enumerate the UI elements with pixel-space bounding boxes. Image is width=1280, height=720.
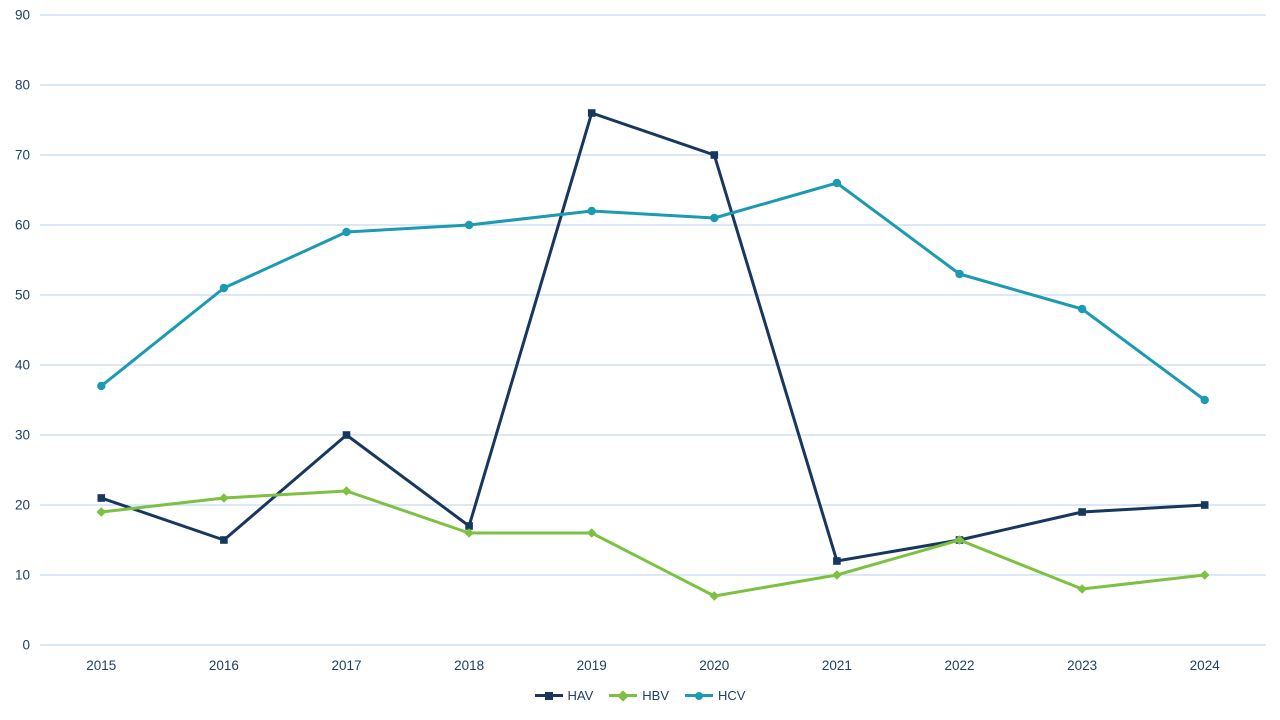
- hav-data-point[interactable]: [342, 431, 351, 439]
- hbv-data-point[interactable]: [219, 493, 229, 503]
- y-axis-tick-label: 20: [15, 498, 30, 513]
- hbv-data-point[interactable]: [341, 486, 352, 496]
- hav-square-marker-icon: [544, 691, 553, 700]
- hav-data-point[interactable]: [710, 151, 719, 159]
- legend-label-hbv: HBV: [642, 688, 670, 703]
- y-axis-tick-label: 60: [15, 218, 30, 233]
- y-axis-tick-label: 0: [22, 638, 30, 653]
- hav-data-point[interactable]: [220, 536, 228, 544]
- hbv-data-point[interactable]: [832, 570, 842, 580]
- hbv-line: [99, 489, 1207, 598]
- legend-item-hav[interactable]: HAV: [534, 688, 594, 703]
- hcv-data-point[interactable]: [219, 283, 229, 293]
- hbv-data-point[interactable]: [464, 528, 474, 538]
- hcv-data-point[interactable]: [832, 178, 842, 188]
- hcv-circle-marker-icon: [695, 691, 704, 700]
- y-axis-tick-label: 40: [15, 358, 30, 373]
- hbv-data-point[interactable]: [954, 535, 965, 545]
- hcv-data-point[interactable]: [587, 206, 596, 216]
- hcv-data-point[interactable]: [97, 381, 106, 391]
- x-axis-tick-label: 2018: [454, 658, 484, 673]
- hbv-data-point[interactable]: [586, 528, 597, 538]
- y-axis-tick-label: 30: [15, 428, 30, 443]
- hcv-line: [99, 181, 1207, 402]
- hav-data-point[interactable]: [587, 109, 596, 117]
- hbv-data-point[interactable]: [1199, 570, 1210, 580]
- hcv-data-point[interactable]: [464, 220, 474, 230]
- hav-data-point[interactable]: [833, 557, 841, 565]
- y-axis-tick-label: 70: [15, 148, 30, 163]
- hbv-data-point[interactable]: [709, 591, 720, 601]
- hcv-data-point[interactable]: [1077, 304, 1087, 314]
- hcv-data-point[interactable]: [710, 213, 719, 223]
- y-axis-tick-label: 80: [15, 78, 30, 93]
- hcv-data-point[interactable]: [955, 269, 964, 279]
- x-axis-tick-label: 2024: [1190, 658, 1221, 673]
- hbv-legend-swatch: [609, 689, 638, 702]
- hav-data-point[interactable]: [465, 522, 473, 530]
- x-axis-tick-label: 2021: [822, 658, 852, 673]
- legend-label-hav: HAV: [567, 688, 594, 703]
- legend-item-hbv[interactable]: HBV: [609, 688, 669, 703]
- hcv-legend-swatch: [685, 690, 714, 702]
- hcv-data-point[interactable]: [342, 227, 351, 237]
- hav-data-point[interactable]: [97, 494, 106, 502]
- hbv-data-point[interactable]: [96, 507, 107, 517]
- y-axis-tick-label: 90: [15, 8, 30, 23]
- hbv-data-point[interactable]: [1077, 584, 1087, 594]
- hcv-data-point[interactable]: [1200, 395, 1209, 405]
- chart-legend: HAV HBV HCV: [0, 688, 1280, 703]
- y-axis-tick-label: 50: [15, 288, 30, 303]
- x-axis-tick-label: 2020: [699, 658, 729, 673]
- hbv-diamond-marker-icon: [617, 689, 629, 702]
- hav-line: [99, 111, 1207, 563]
- x-axis-tick-label: 2023: [1067, 658, 1097, 673]
- legend-item-hcv[interactable]: HCV: [685, 688, 745, 703]
- hav-data-point[interactable]: [1078, 508, 1086, 516]
- hav-legend-swatch: [534, 690, 563, 702]
- x-axis-tick-label: 2016: [209, 658, 239, 673]
- x-axis-tick-label: 2019: [577, 658, 607, 673]
- x-axis-tick-label: 2017: [331, 658, 361, 673]
- x-axis-tick-label: 2022: [944, 658, 974, 673]
- y-axis-tick-label: 10: [15, 568, 30, 583]
- legend-label-hcv: HCV: [718, 688, 746, 703]
- x-axis-tick-label: 2015: [86, 658, 116, 673]
- hav-data-point[interactable]: [1200, 501, 1209, 509]
